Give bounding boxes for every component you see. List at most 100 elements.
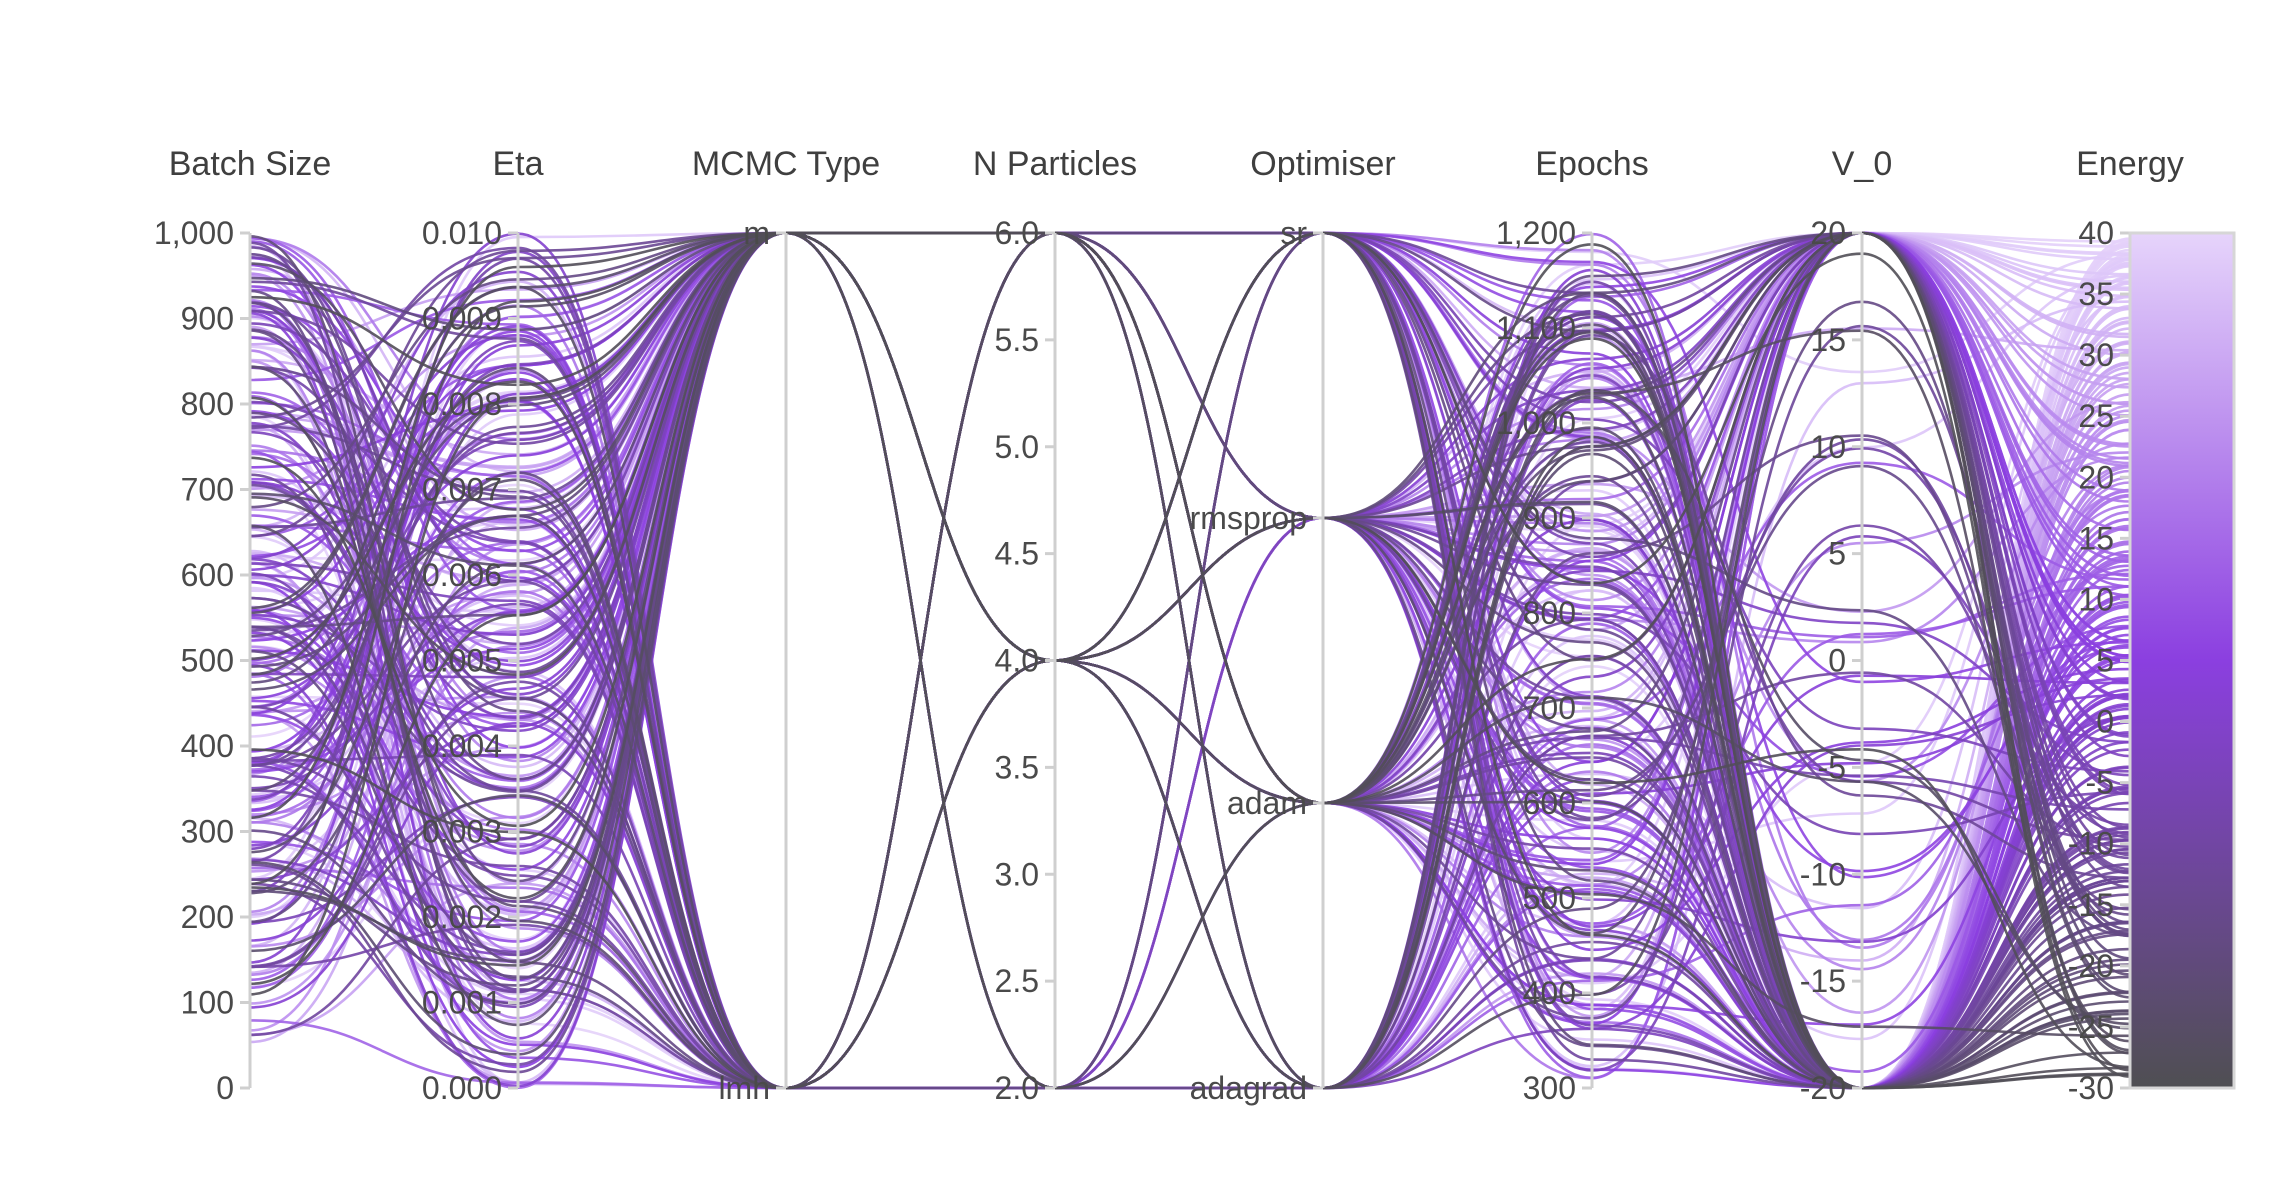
tick-label: 800 (181, 386, 234, 422)
polyline-layer (249, 231, 2131, 1090)
tick-label: -10 (1800, 856, 1846, 892)
axis-title[interactable]: N Particles (973, 145, 1137, 183)
axis-title[interactable]: Batch Size (169, 145, 332, 183)
data-polyline (249, 231, 2131, 1090)
axis-title[interactable]: Optimiser (1250, 145, 1395, 183)
tick-label: 0.001 (422, 985, 502, 1021)
tick-label: 100 (181, 985, 234, 1021)
data-polyline (249, 300, 2131, 1090)
tick-label: 5 (2096, 643, 2114, 679)
tick-label: sr (1280, 215, 1307, 251)
tick-label: -5 (2086, 765, 2114, 801)
tick-label: -20 (1800, 1070, 1846, 1106)
tick-label: 300 (1523, 1070, 1576, 1106)
tick-label: m (743, 215, 770, 251)
tick-label: 0 (216, 1070, 234, 1106)
tick-label: 15 (1810, 322, 1846, 358)
tick-label: 0.007 (422, 472, 502, 508)
axis-title[interactable]: Energy (2076, 145, 2184, 183)
tick-label: 2.5 (995, 963, 1039, 999)
tick-label: 1,000 (154, 215, 234, 251)
data-polyline (249, 231, 2131, 1078)
tick-label: 10 (1810, 429, 1846, 465)
tick-label: 600 (1523, 785, 1576, 821)
axis-v_0: V_0 -20 -15 -10 -5 0 5 10 15 20 (1800, 145, 1893, 1106)
tick-label: 20 (1810, 215, 1846, 251)
axis-title[interactable]: V_0 (1832, 145, 1893, 183)
tick-label: 400 (1523, 975, 1576, 1011)
tick-label: 0.009 (422, 301, 502, 337)
tick-label: 0.004 (422, 728, 502, 764)
tick-label: lmh (718, 1070, 770, 1106)
tick-label: 30 (2078, 337, 2114, 373)
tick-label: -15 (2068, 887, 2114, 923)
tick-label: 25 (2078, 398, 2114, 434)
tick-label: adagrad (1190, 1070, 1307, 1106)
tick-label: 40 (2078, 215, 2114, 251)
tick-label: 300 (181, 814, 234, 850)
tick-label: 10 (2078, 581, 2114, 617)
tick-label: 6.0 (995, 215, 1039, 251)
tick-label: -25 (2068, 1009, 2114, 1045)
tick-label: 600 (181, 557, 234, 593)
data-polyline (249, 231, 2131, 1090)
tick-label: adam (1227, 785, 1307, 821)
tick-label: -5 (1818, 749, 1846, 785)
data-polyline (249, 231, 2131, 1038)
tick-label: 0.006 (422, 557, 502, 593)
tick-label: 700 (181, 472, 234, 508)
tick-label: 4.0 (995, 643, 1039, 679)
tick-label: -15 (1800, 963, 1846, 999)
tick-label: -30 (2068, 1070, 2114, 1106)
axis-eta: Eta 0.000 0.001 0.002 0.003 0.004 0.005 0.006 0.… (422, 145, 544, 1106)
energy-colorbar (2128, 231, 2236, 1090)
tick-label: 2.0 (995, 1070, 1039, 1106)
tick-label: 400 (181, 728, 234, 764)
data-polyline (249, 231, 2131, 1011)
tick-label: rmsprop (1190, 500, 1307, 536)
tick-label: 0.010 (422, 215, 502, 251)
tick-label: 0.008 (422, 386, 502, 422)
axis-optimiser: Optimiser adagrad adam rmsprop sr (1190, 145, 1396, 1106)
data-polyline (249, 298, 2131, 1090)
tick-label: 4.5 (995, 536, 1039, 572)
tick-label: 1,200 (1496, 215, 1576, 251)
tick-label: 5.0 (995, 429, 1039, 465)
tick-label: 900 (181, 301, 234, 337)
tick-label: 0.000 (422, 1070, 502, 1106)
tick-label: 0 (1828, 643, 1846, 679)
tick-label: 35 (2078, 276, 2114, 312)
tick-label: 3.5 (995, 749, 1039, 785)
data-polyline (249, 231, 2131, 1072)
tick-label: 1,000 (1496, 405, 1576, 441)
tick-label: 500 (181, 643, 234, 679)
axis-n_particles: N Particles 2.0 2.5 3.0 3.5 4.0 4.5 5.0 5.5 6.0 (973, 145, 1137, 1106)
tick-label: 15 (2078, 520, 2114, 556)
tick-label: 900 (1523, 500, 1576, 536)
data-polyline (249, 231, 2131, 1069)
axes-layer: Batch Size01002003004005006007008009001,… (154, 145, 2184, 1106)
tick-label: 800 (1523, 595, 1576, 631)
axis-epochs: Epochs 300 400 500 600 700 800 900 1,000 1,100 1,2… (1496, 145, 1649, 1106)
axis-title[interactable]: MCMC Type (692, 145, 880, 183)
tick-label: 5 (1828, 536, 1846, 572)
tick-label: 5.5 (995, 322, 1039, 358)
tick-label: 0.005 (422, 643, 502, 679)
tick-label: -10 (2068, 826, 2114, 862)
tick-label: 0.003 (422, 814, 502, 850)
tick-label: 0.002 (422, 899, 502, 935)
tick-label: 3.0 (995, 856, 1039, 892)
tick-label: 20 (2078, 459, 2114, 495)
colorbar-gradient (2128, 231, 2236, 1090)
axis-batch_size: Batch Size 0 100 200 300 400 500 600 700 800 900 1,… (154, 145, 331, 1106)
tick-label: 500 (1523, 880, 1576, 916)
axis-mcmc_type: MCMC Type lmh m (692, 145, 880, 1106)
tick-label: -20 (2068, 948, 2114, 984)
tick-label: 700 (1523, 690, 1576, 726)
tick-label: 0 (2096, 704, 2114, 740)
axis-title[interactable]: Eta (492, 145, 543, 183)
data-polyline (249, 231, 2131, 1090)
axis-title[interactable]: Epochs (1535, 145, 1648, 183)
